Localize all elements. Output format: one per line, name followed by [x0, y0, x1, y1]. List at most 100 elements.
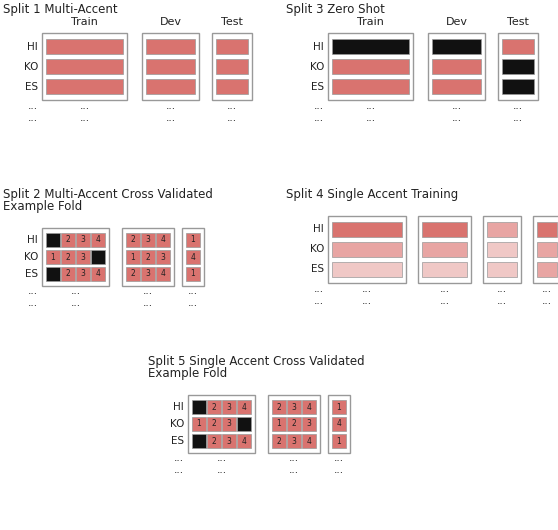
Bar	[61, 267, 75, 281]
Text: Test: Test	[221, 17, 243, 27]
Text: ...: ...	[440, 284, 450, 294]
Bar	[533, 216, 558, 283]
Bar	[42, 33, 127, 100]
Text: HI: HI	[173, 402, 184, 412]
Bar	[502, 39, 534, 54]
Bar	[332, 434, 346, 448]
Bar	[272, 400, 286, 414]
Text: ...: ...	[451, 113, 461, 123]
Text: KO: KO	[23, 61, 38, 72]
Bar	[91, 267, 105, 281]
Text: 4: 4	[242, 402, 247, 411]
Text: ...: ...	[542, 284, 552, 294]
Bar	[76, 267, 90, 281]
Bar	[126, 250, 140, 264]
Text: 3: 3	[80, 269, 85, 278]
Bar	[332, 400, 346, 414]
Text: 3: 3	[292, 437, 296, 446]
Bar	[61, 233, 75, 247]
Text: 1: 1	[191, 269, 195, 278]
Text: ES: ES	[25, 269, 38, 279]
Text: KO: KO	[23, 252, 38, 262]
Bar	[91, 250, 105, 264]
Text: Dev: Dev	[160, 17, 181, 27]
Bar	[487, 242, 517, 257]
Bar	[46, 59, 123, 74]
Text: Example Fold: Example Fold	[148, 367, 227, 380]
Bar	[46, 250, 60, 264]
Text: ...: ...	[188, 298, 198, 308]
Text: Train: Train	[71, 17, 98, 27]
Bar	[537, 242, 557, 257]
Bar	[141, 233, 155, 247]
Text: ...: ...	[314, 284, 324, 294]
Bar	[207, 400, 221, 414]
Bar	[146, 79, 195, 94]
Text: Split 1 Multi-Accent: Split 1 Multi-Accent	[3, 3, 118, 16]
Text: 1: 1	[196, 420, 201, 428]
Text: 2: 2	[131, 235, 136, 244]
Text: 2: 2	[211, 437, 217, 446]
Bar	[432, 79, 481, 94]
Text: 3: 3	[146, 269, 151, 278]
Bar	[192, 417, 206, 431]
Text: 3: 3	[80, 235, 85, 244]
Bar	[332, 222, 402, 237]
Text: KO: KO	[310, 244, 324, 254]
Text: 2: 2	[66, 269, 70, 278]
Bar	[268, 395, 320, 453]
Text: ...: ...	[513, 101, 523, 111]
Bar	[142, 33, 199, 100]
Text: HI: HI	[27, 235, 38, 245]
Bar	[328, 216, 406, 283]
Text: 2: 2	[277, 437, 281, 446]
Bar	[537, 262, 557, 277]
Text: 2: 2	[131, 269, 136, 278]
Bar	[432, 39, 481, 54]
Text: ...: ...	[289, 465, 299, 475]
Bar	[42, 228, 109, 286]
Bar	[186, 267, 200, 281]
Text: 3: 3	[292, 402, 296, 411]
Bar	[126, 233, 140, 247]
Text: 2: 2	[66, 235, 70, 244]
Text: ...: ...	[174, 465, 184, 475]
Text: 4: 4	[336, 420, 341, 428]
Bar	[287, 400, 301, 414]
Text: ...: ...	[334, 453, 344, 463]
Text: ...: ...	[365, 101, 376, 111]
Text: 3: 3	[161, 252, 165, 261]
Text: 3: 3	[80, 252, 85, 261]
Text: 3: 3	[146, 235, 151, 244]
Bar	[498, 33, 538, 100]
Text: ES: ES	[311, 82, 324, 92]
Text: ...: ...	[143, 286, 153, 296]
Bar	[122, 228, 174, 286]
Text: Train: Train	[357, 17, 384, 27]
Text: ...: ...	[174, 453, 184, 463]
Bar	[328, 33, 413, 100]
Bar	[186, 233, 200, 247]
Text: ...: ...	[217, 453, 227, 463]
Text: ...: ...	[497, 284, 507, 294]
Text: 3: 3	[227, 402, 232, 411]
Bar	[502, 59, 534, 74]
Text: Split 5 Single Accent Cross Validated: Split 5 Single Accent Cross Validated	[148, 355, 364, 368]
Bar	[332, 39, 409, 54]
Text: 4: 4	[161, 235, 165, 244]
Text: Split 3 Zero Shot: Split 3 Zero Shot	[286, 3, 385, 16]
Text: 2: 2	[146, 252, 150, 261]
Text: ES: ES	[171, 436, 184, 446]
Text: ...: ...	[362, 296, 372, 306]
Bar	[432, 59, 481, 74]
Text: ...: ...	[70, 286, 80, 296]
Text: ...: ...	[314, 296, 324, 306]
Text: ...: ...	[79, 101, 90, 111]
Text: ...: ...	[28, 298, 38, 308]
Bar	[216, 39, 248, 54]
Text: ...: ...	[28, 113, 38, 123]
Bar	[302, 400, 316, 414]
Text: ES: ES	[25, 82, 38, 92]
Bar	[487, 222, 517, 237]
Text: Split 2 Multi-Accent Cross Validated: Split 2 Multi-Accent Cross Validated	[3, 188, 213, 201]
